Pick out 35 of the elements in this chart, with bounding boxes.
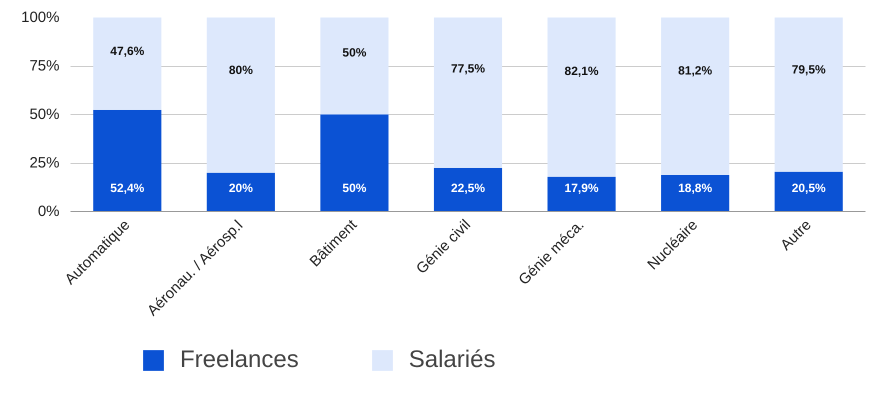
data-label: 52,4%: [110, 181, 145, 196]
bar: [93, 110, 162, 212]
bar: [206, 18, 275, 173]
data-label: 80%: [228, 62, 254, 77]
data-label: 22,5%: [450, 181, 486, 196]
data-label: 47,6%: [110, 44, 145, 58]
y-tick-label: 75%: [29, 58, 60, 74]
bar: [206, 172, 275, 212]
data-label: 79,5%: [792, 62, 826, 77]
legend-label: Salariés: [408, 346, 496, 374]
bar: [320, 18, 388, 114]
data-label: 20,5%: [792, 181, 826, 196]
data-label: 17,9%: [564, 181, 599, 196]
data-label: 50%: [342, 181, 367, 196]
y-tick-label: 0%: [38, 203, 60, 220]
data-label: 77,5%: [450, 61, 486, 76]
y-tick-label: 25%: [29, 154, 60, 172]
bar: [774, 172, 843, 212]
data-label: 18,8%: [678, 181, 712, 196]
bar: [661, 18, 730, 176]
legend-label: Freelances: [180, 346, 299, 374]
bar: [548, 18, 616, 177]
bar: [661, 175, 730, 212]
bar: [774, 18, 843, 172]
data-label: 50%: [342, 45, 367, 60]
bar: [93, 18, 162, 110]
bar: [434, 168, 502, 212]
bar: [320, 114, 388, 212]
bar: [548, 176, 616, 212]
y-tick-label: 100%: [21, 9, 60, 26]
bar: [434, 18, 502, 168]
data-label: 81,2%: [678, 64, 712, 78]
data-label: 82,1%: [564, 64, 599, 78]
data-label: 20%: [228, 181, 254, 196]
y-tick-label: 50%: [29, 106, 60, 123]
